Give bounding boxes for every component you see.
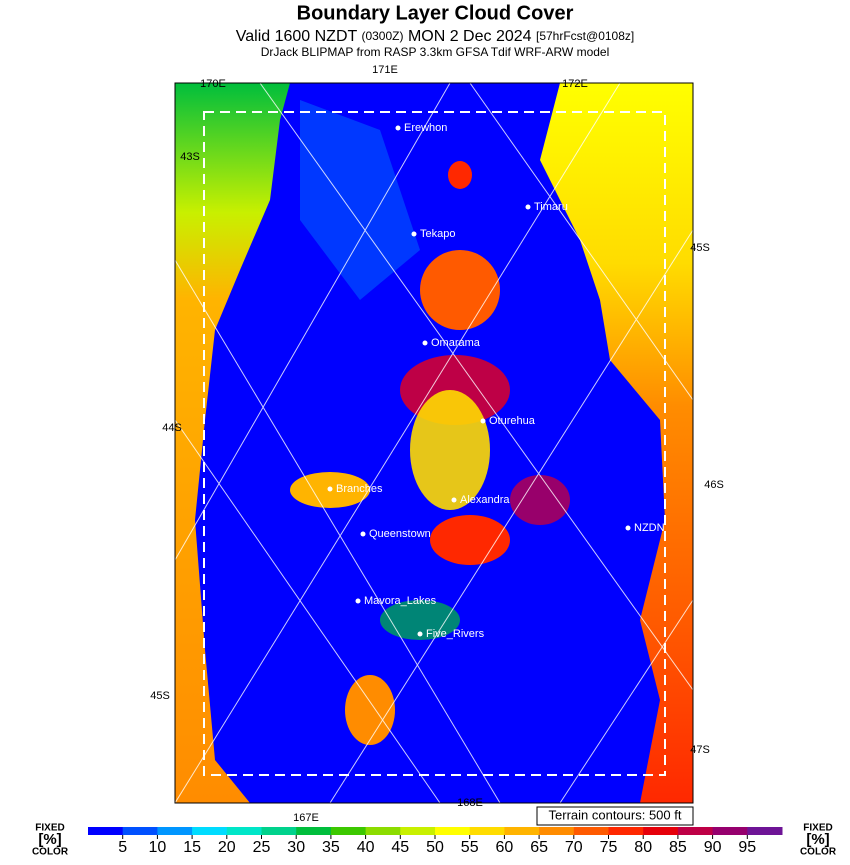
colorbar-caption: [%] bbox=[38, 831, 61, 848]
colorbar-label: 10 bbox=[149, 839, 167, 856]
color-swatch bbox=[88, 827, 124, 835]
colorbar-label: 95 bbox=[738, 839, 756, 856]
subtitle-part: (0300Z) bbox=[361, 29, 403, 43]
place-dot bbox=[327, 486, 333, 492]
color-swatch bbox=[296, 827, 332, 835]
place-label: Oturehua bbox=[489, 415, 536, 427]
place-dot bbox=[360, 531, 366, 537]
place-dot bbox=[625, 525, 631, 531]
color-swatch bbox=[677, 827, 714, 835]
colorbar-label: 5 bbox=[118, 839, 127, 856]
place-label: Omarama bbox=[431, 337, 481, 349]
grid-label: 170E bbox=[200, 78, 226, 90]
subtitle-part: [57hrFcst@0108z] bbox=[536, 29, 634, 43]
place-label: Tekapo bbox=[420, 228, 455, 240]
color-swatch bbox=[712, 827, 748, 835]
title: Boundary Layer Cloud Cover bbox=[297, 2, 574, 24]
colorbar-caption: COLOR bbox=[800, 847, 837, 858]
color-swatch bbox=[643, 827, 679, 835]
place-label: Branches bbox=[336, 483, 383, 495]
color-swatch bbox=[469, 827, 505, 835]
colorbar-caption: FIXED bbox=[35, 823, 64, 834]
colorbar-label: 60 bbox=[496, 839, 514, 856]
color-swatch bbox=[608, 827, 644, 835]
subtitle-part: MON 2 Dec 2024 bbox=[408, 28, 532, 45]
color-swatch bbox=[747, 827, 783, 835]
place-label: Mavora_Lakes bbox=[364, 595, 437, 607]
grid-label: 45S bbox=[150, 690, 170, 702]
grid-label: 167E bbox=[293, 812, 319, 824]
place-label: Five_Rivers bbox=[426, 628, 485, 640]
colorbar-label: 45 bbox=[391, 839, 409, 856]
grid-label: 172E bbox=[562, 78, 588, 90]
place-dot bbox=[480, 418, 486, 424]
source-line: DrJack BLIPMAP from RASP 3.3km GFSA Tdif… bbox=[261, 45, 610, 59]
place-label: Alexandra bbox=[460, 494, 510, 506]
colorbar-label: 30 bbox=[287, 839, 305, 856]
color-swatch bbox=[573, 827, 609, 835]
color-swatch bbox=[400, 827, 436, 835]
grid-label: 45S bbox=[690, 242, 710, 254]
color-swatch bbox=[504, 827, 540, 835]
color-swatch bbox=[539, 827, 575, 835]
colorbar-label: 85 bbox=[669, 839, 687, 856]
colorbar-label: 70 bbox=[565, 839, 583, 856]
colorbar-label: 80 bbox=[634, 839, 652, 856]
color-swatch bbox=[157, 827, 193, 835]
terrain-note: Terrain contours: 500 ft bbox=[549, 807, 682, 822]
map-frame bbox=[174, 82, 694, 804]
place-dot bbox=[422, 340, 428, 346]
color-swatch bbox=[365, 827, 401, 835]
colorbar-caption: COLOR bbox=[32, 847, 69, 858]
place-dot bbox=[525, 204, 531, 210]
place-dot bbox=[395, 125, 401, 131]
subtitle-part: Valid 1600 NZDT bbox=[236, 28, 358, 45]
grid-label: 44S bbox=[162, 422, 182, 434]
place-dot bbox=[355, 598, 361, 604]
place-dot bbox=[451, 497, 457, 503]
colorbar-label: 90 bbox=[704, 839, 722, 856]
colorbar-label: 50 bbox=[426, 839, 444, 856]
place-dot bbox=[411, 231, 417, 237]
colorbar-label: 15 bbox=[183, 839, 201, 856]
grid-label: 47S bbox=[690, 744, 710, 756]
place-label: Erewhon bbox=[404, 122, 447, 134]
color-swatch bbox=[261, 827, 297, 835]
color-swatch bbox=[226, 827, 262, 835]
grid-label: 171E bbox=[372, 64, 398, 76]
colorbar-caption: [%] bbox=[806, 831, 829, 848]
map-field bbox=[175, 83, 693, 803]
colorbar-label: 25 bbox=[253, 839, 271, 856]
color-swatch bbox=[192, 827, 228, 835]
terrain-box bbox=[536, 806, 694, 826]
grid-label: 168E bbox=[457, 797, 483, 809]
place-dot bbox=[417, 631, 423, 637]
subtitle: Valid 1600 NZDT (0300Z) MON 2 Dec 2024 [… bbox=[236, 28, 634, 45]
colorbar-label: 35 bbox=[322, 839, 340, 856]
grid-label: 46S bbox=[704, 479, 724, 491]
colorbar-label: 20 bbox=[218, 839, 236, 856]
colorbar-label: 55 bbox=[461, 839, 479, 856]
color-swatch bbox=[435, 827, 471, 835]
colorbar-caption: FIXED bbox=[803, 823, 832, 834]
color-swatch bbox=[330, 827, 367, 835]
colorbar-label: 75 bbox=[600, 839, 618, 856]
place-label: NZDN bbox=[634, 522, 665, 534]
place-label: Timaru bbox=[534, 201, 568, 213]
colorbar-label: 65 bbox=[530, 839, 548, 856]
grid-label: 43S bbox=[180, 151, 200, 163]
colorbar-label: 40 bbox=[357, 839, 375, 856]
place-label: Queenstown bbox=[369, 528, 431, 540]
color-swatch bbox=[122, 827, 158, 835]
